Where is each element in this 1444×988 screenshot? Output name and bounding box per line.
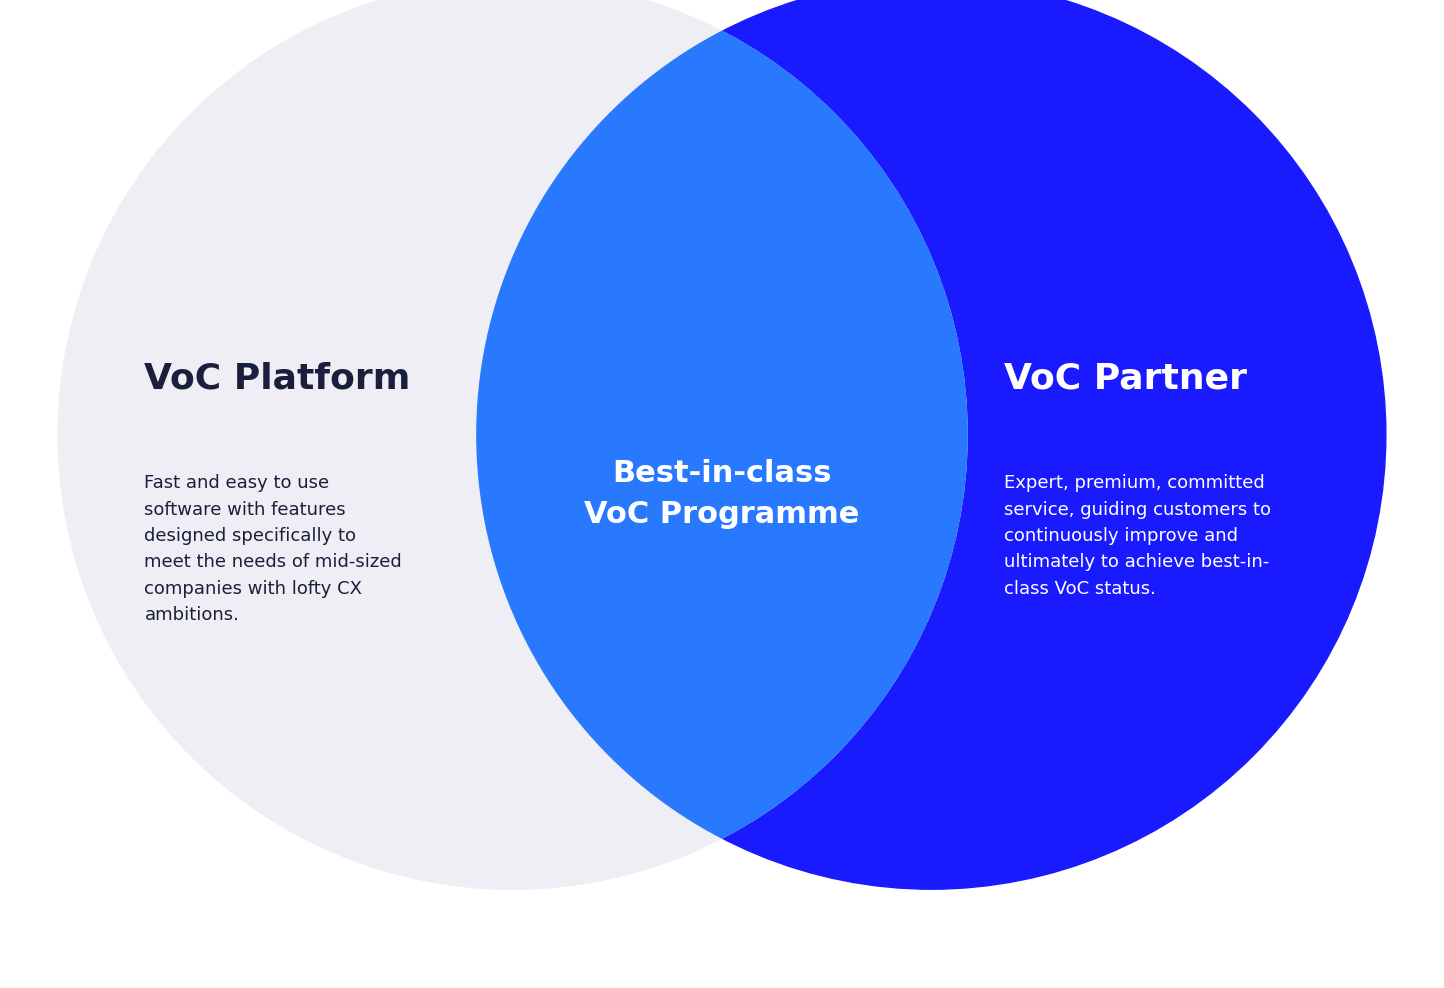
Polygon shape	[477, 32, 967, 838]
Text: Expert, premium, committed
service, guiding customers to
continuously improve an: Expert, premium, committed service, guid…	[1004, 474, 1271, 598]
Circle shape	[477, 0, 1386, 889]
Text: Fast and easy to use
software with features
designed specifically to
meet the ne: Fast and easy to use software with featu…	[144, 474, 401, 624]
Circle shape	[58, 0, 967, 889]
Text: VoC Partner: VoC Partner	[1004, 362, 1246, 395]
Text: Best-in-class
VoC Programme: Best-in-class VoC Programme	[585, 459, 859, 529]
Text: VoC Platform: VoC Platform	[144, 362, 410, 395]
